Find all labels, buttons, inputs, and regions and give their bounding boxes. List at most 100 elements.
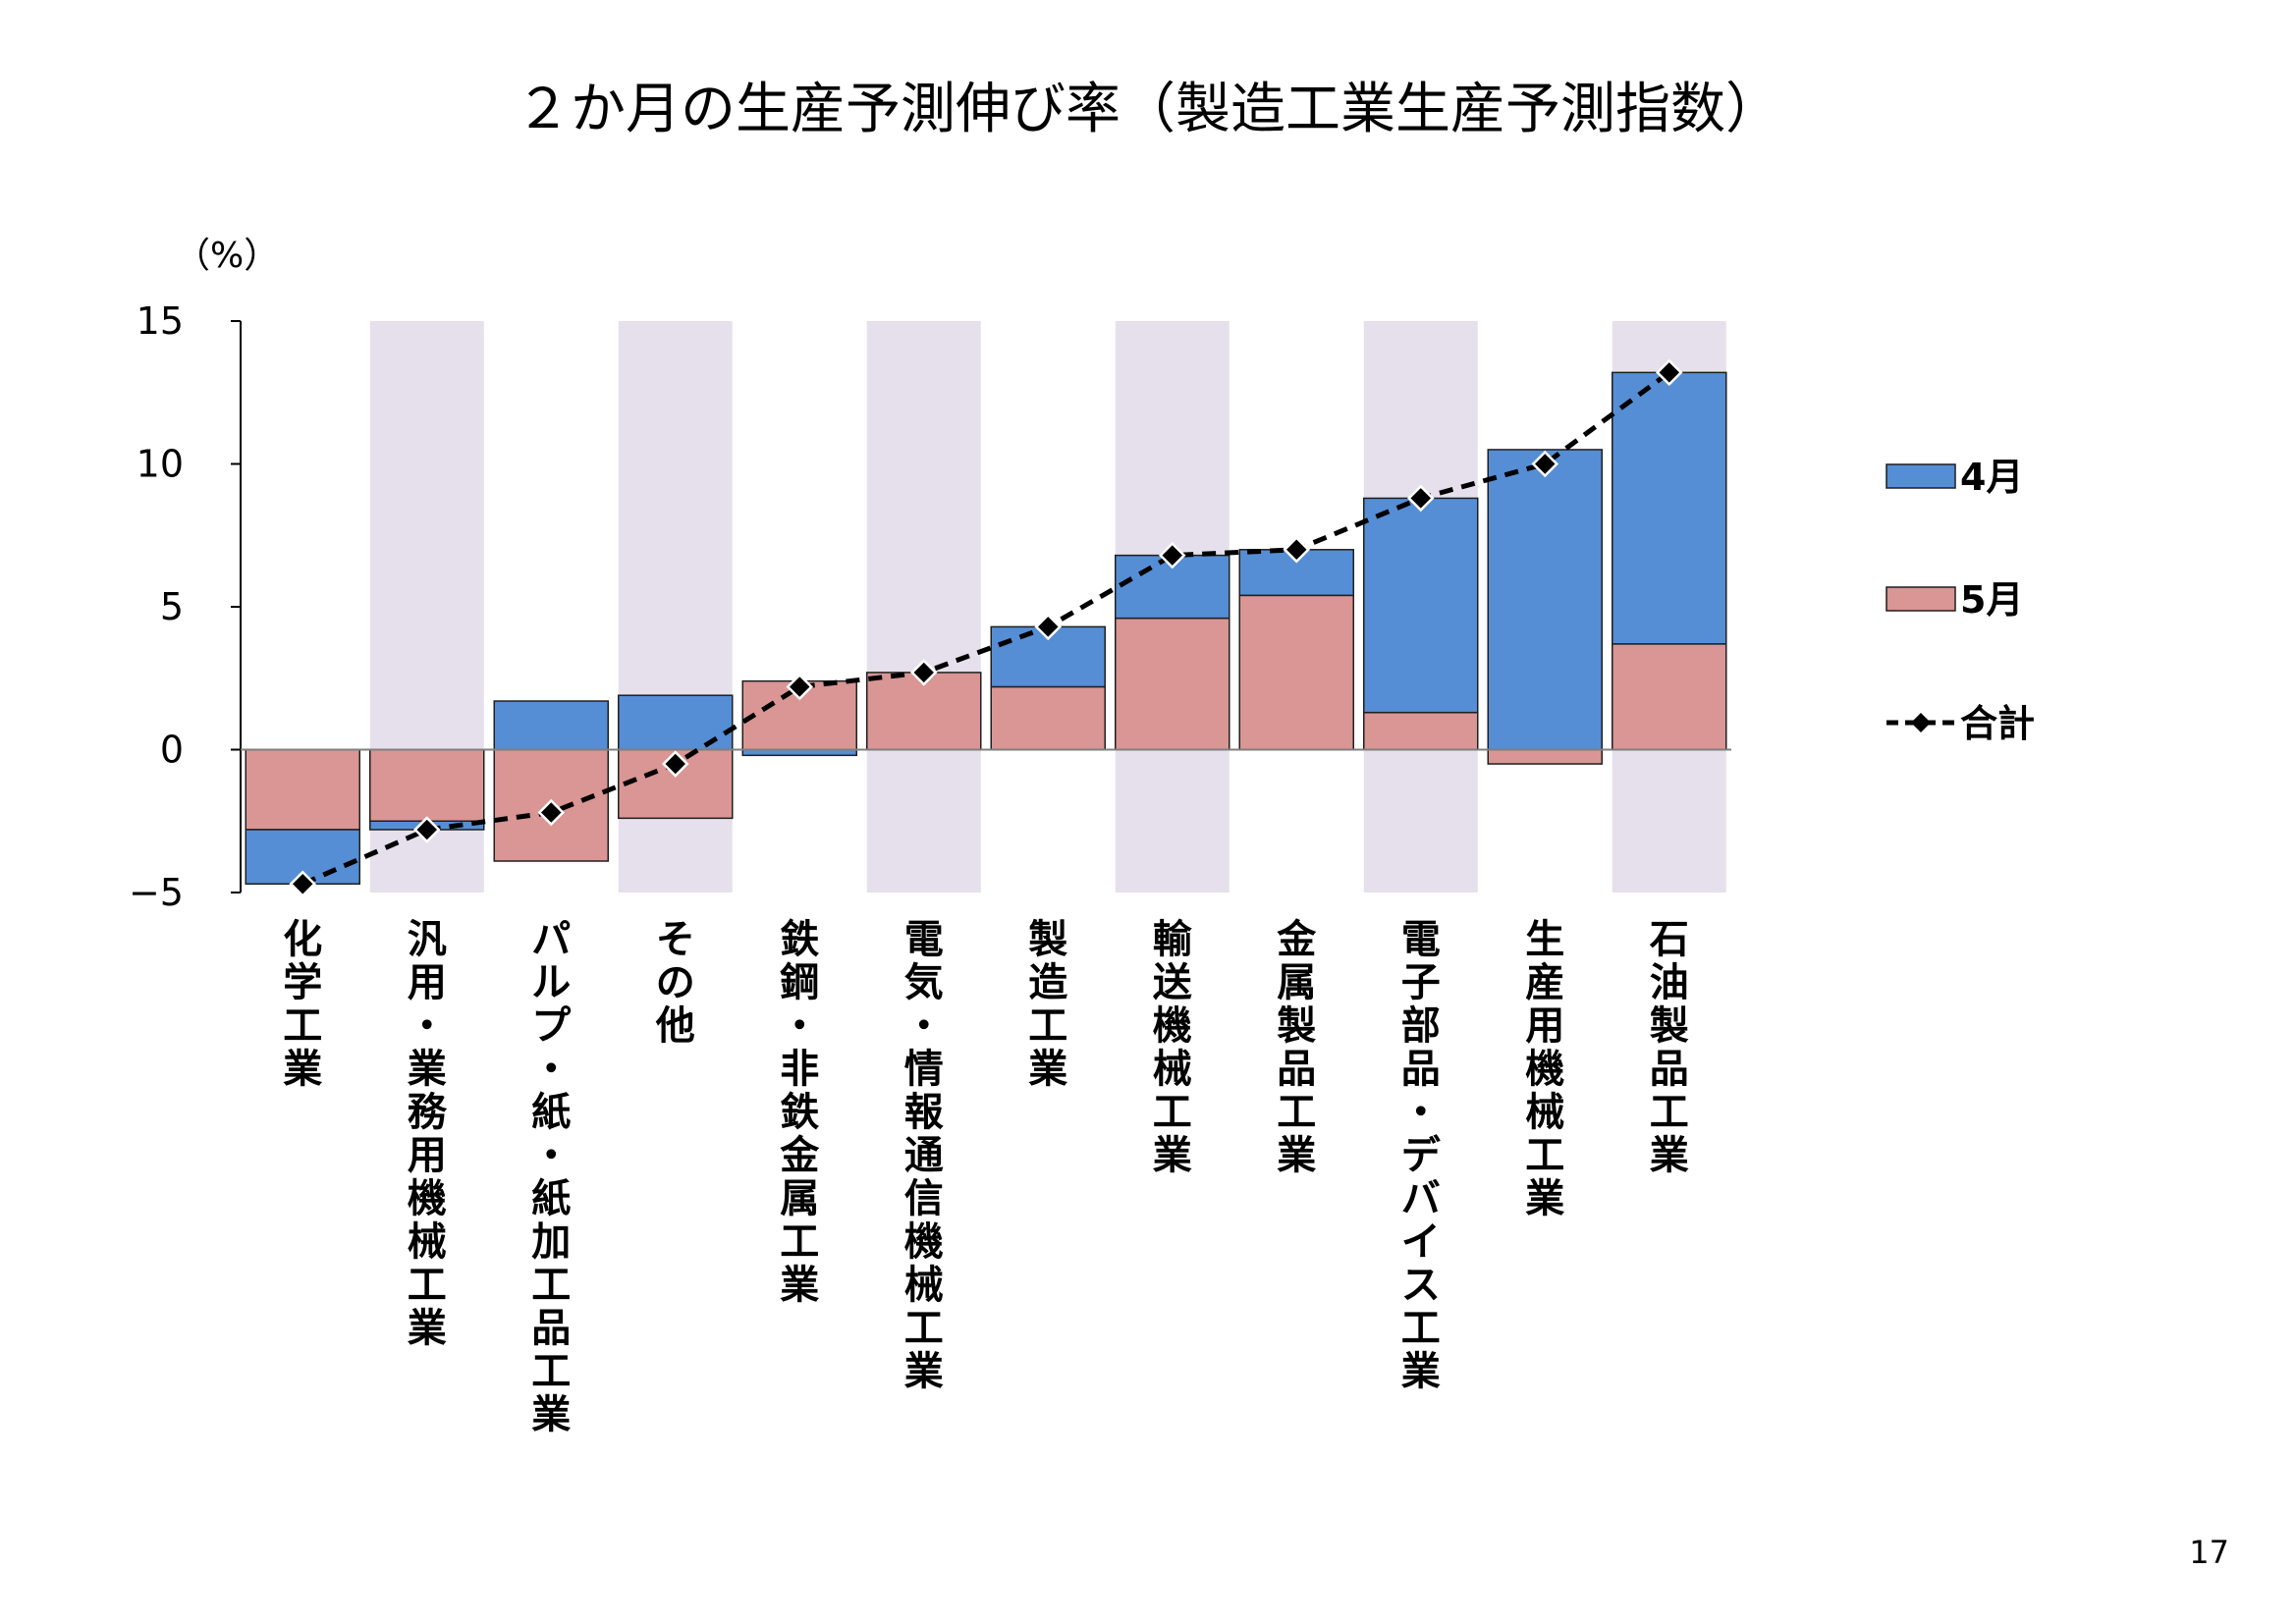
svg-text:工: 工 — [780, 1219, 819, 1265]
svg-text:工: 工 — [1525, 1133, 1564, 1178]
total-marker — [1406, 484, 1435, 513]
svg-text:機: 機 — [1525, 1047, 1564, 1092]
svg-text:汎: 汎 — [408, 917, 447, 962]
svg-text:電: 電 — [1401, 917, 1441, 962]
bar-april — [493, 700, 609, 751]
svg-text:機: 機 — [904, 1219, 944, 1265]
total-marker — [1158, 541, 1186, 569]
svg-text:械: 械 — [1153, 1047, 1192, 1092]
legend-swatch — [1886, 463, 1956, 489]
svg-text:報: 報 — [904, 1090, 944, 1135]
svg-text:業: 業 — [1650, 1133, 1689, 1178]
svg-text:・: ・ — [531, 1133, 571, 1178]
bar-may — [1612, 643, 1727, 751]
svg-text:ル: ル — [531, 960, 571, 1005]
category-label: 製造工業 — [1028, 917, 1067, 1092]
svg-text:工: 工 — [1401, 1306, 1441, 1351]
svg-text:属: 属 — [1277, 960, 1316, 1005]
legend-swatch — [1886, 586, 1956, 612]
bar-april — [618, 694, 734, 751]
svg-text:子: 子 — [1401, 960, 1441, 1005]
svg-text:鋼: 鋼 — [780, 960, 819, 1005]
y-tick-label: −5 — [129, 871, 184, 914]
svg-text:械: 械 — [904, 1263, 944, 1308]
page-number: 17 — [2189, 1534, 2229, 1571]
svg-text:械: 械 — [408, 1219, 447, 1265]
axes: 15 10 5 0 −5 — [129, 299, 1731, 914]
svg-text:機: 機 — [408, 1176, 447, 1221]
svg-text:務: 務 — [408, 1090, 448, 1135]
legend-label: 4月 — [1960, 456, 2023, 499]
svg-text:金: 金 — [779, 1133, 820, 1178]
total-marker — [1655, 358, 1683, 387]
svg-text:品: 品 — [531, 1306, 571, 1351]
svg-text:鉄: 鉄 — [780, 1090, 819, 1135]
total-marker — [1283, 536, 1311, 564]
svg-text:パ: パ — [531, 917, 571, 962]
svg-text:信: 信 — [904, 1176, 944, 1221]
svg-text:・: ・ — [531, 1047, 571, 1092]
svg-text:用: 用 — [1525, 1003, 1564, 1049]
svg-text:用: 用 — [408, 1133, 447, 1178]
svg-text:工: 工 — [1277, 1090, 1316, 1135]
svg-text:業: 業 — [1401, 1349, 1441, 1394]
total-marker — [537, 798, 566, 827]
svg-text:他: 他 — [655, 1003, 695, 1049]
svg-text:品: 品 — [1650, 1047, 1689, 1092]
total-marker — [909, 659, 938, 686]
svg-text:イ: イ — [1401, 1219, 1441, 1265]
legend-label: 5月 — [1960, 578, 2023, 622]
svg-text:送: 送 — [1153, 960, 1192, 1005]
legend-marker — [1911, 713, 1931, 732]
svg-text:業: 業 — [904, 1349, 944, 1394]
bar-april — [1363, 497, 1479, 714]
bar-may — [1115, 617, 1230, 751]
svg-text:気: 気 — [904, 960, 944, 1005]
svg-text:工: 工 — [1650, 1090, 1689, 1135]
category-labels: 化学工業汎用・業務用機械工業パルプ・紙・紙加工品工業その他鉄鋼・非鉄金属工業電気… — [283, 917, 1689, 1437]
svg-text:業: 業 — [780, 1263, 819, 1308]
svg-text:工: 工 — [283, 1003, 322, 1049]
y-tick-label: 5 — [160, 585, 184, 628]
svg-text:工: 工 — [531, 1263, 571, 1308]
svg-text:生: 生 — [1525, 917, 1564, 962]
svg-text:電: 電 — [904, 917, 944, 962]
total-marker — [412, 816, 441, 843]
svg-text:工: 工 — [408, 1263, 447, 1308]
y-tick-label: 15 — [137, 299, 184, 343]
svg-text:・: ・ — [780, 1003, 819, 1049]
svg-text:業: 業 — [408, 1047, 447, 1092]
svg-text:工: 工 — [1153, 1090, 1192, 1135]
bar-april — [1487, 449, 1603, 751]
total-line — [289, 358, 1683, 898]
bar-may — [1363, 711, 1479, 751]
svg-text:製: 製 — [1028, 917, 1067, 962]
svg-text:鉄: 鉄 — [780, 917, 819, 962]
svg-text:業: 業 — [1277, 1133, 1316, 1178]
svg-text:業: 業 — [408, 1306, 447, 1351]
svg-text:学: 学 — [283, 960, 322, 1005]
svg-text:業: 業 — [1525, 1176, 1564, 1221]
svg-text:械: 械 — [1525, 1090, 1564, 1135]
total-marker — [1531, 450, 1559, 478]
total-marker — [786, 673, 814, 701]
svg-text:の: の — [656, 960, 695, 1005]
svg-text:通: 通 — [904, 1133, 944, 1178]
bar-may — [245, 748, 360, 831]
svg-text:紙: 紙 — [531, 1176, 571, 1221]
svg-text:業: 業 — [531, 1392, 571, 1437]
bar-may — [990, 685, 1106, 751]
chart-title: ２か月の生産予測伸び率（製造工業生産予測指数） — [516, 78, 1780, 141]
svg-text:情: 情 — [904, 1047, 944, 1092]
total-line-path — [301, 370, 1671, 887]
